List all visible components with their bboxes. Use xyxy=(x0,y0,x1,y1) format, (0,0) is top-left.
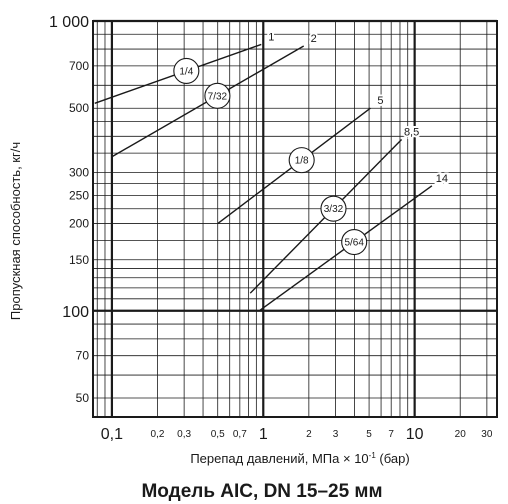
orifice-circle xyxy=(320,195,347,222)
x-tick-label: 1 xyxy=(259,426,268,443)
orifice-circle xyxy=(204,82,231,109)
orifice-label: 5/64 xyxy=(344,238,364,249)
y-tick-label: 300 xyxy=(69,166,89,180)
tick-labels: 1 000 700 500 300 250 200 150 100 70 50 0,1 0,2 0,3 0… xyxy=(49,14,493,443)
x-tick-label: 2 xyxy=(306,429,312,440)
x-tick-label: 20 xyxy=(455,429,467,440)
orifice-circle xyxy=(173,57,200,84)
x-tick-label: 0,1 xyxy=(101,426,123,443)
y-tick-label: 1 000 xyxy=(49,14,89,31)
chart-title: Модель AIC, DN 15–25 мм xyxy=(141,481,382,502)
orifice-label: 3/32 xyxy=(324,204,344,215)
grid xyxy=(92,19,498,418)
y-tick-label: 50 xyxy=(76,391,90,405)
x-tick-label: 30 xyxy=(481,429,493,440)
x-tick-label: 10 xyxy=(406,426,424,443)
y-tick-label: 500 xyxy=(69,101,89,115)
x-tick-label: 5 xyxy=(366,429,372,440)
x-axis-label-sup: -1 xyxy=(369,451,377,460)
y-tick-label: 700 xyxy=(69,59,89,73)
orifice-label: 1/8 xyxy=(295,156,309,167)
plot-frame xyxy=(92,20,498,418)
y-tick-label: 150 xyxy=(69,253,89,267)
series-end-label: 1 xyxy=(268,31,274,43)
series-end-label: 14 xyxy=(436,173,448,185)
y-tick-label: 70 xyxy=(76,349,90,363)
series-lines: 1 1/4 2 7/32 5 1/8 8,5 3/32 14 5/64 xyxy=(94,29,450,312)
series-end-label: 5 xyxy=(377,95,383,107)
x-axis-label-main: Перепад давлений, МПа × 10 xyxy=(190,451,368,466)
y-tick-label: 200 xyxy=(69,217,89,231)
x-tick-label: 0,7 xyxy=(233,429,247,440)
orifice-label: 7/32 xyxy=(208,91,228,102)
x-tick-label: 0,3 xyxy=(177,429,191,440)
x-axis-label: Перепад давлений, МПа × 10-1 (бар) xyxy=(190,451,409,466)
orifice-circle xyxy=(288,147,315,174)
orifice-label: 1/4 xyxy=(179,66,193,77)
x-tick-label: 3 xyxy=(333,429,339,440)
y-tick-label: 250 xyxy=(69,188,89,202)
series-end-label: 2 xyxy=(311,33,317,45)
series-end-label: 8,5 xyxy=(404,127,419,139)
x-tick-label: 0,2 xyxy=(151,429,165,440)
x-tick-label: 0,5 xyxy=(211,429,225,440)
y-axis-label: Пропускная способность, кг/ч xyxy=(8,142,23,320)
orifice-circle xyxy=(341,228,368,256)
x-tick-label: 7 xyxy=(388,429,394,440)
y-tick-label: 100 xyxy=(62,304,89,321)
x-axis-label-suffix: (бар) xyxy=(376,451,410,466)
